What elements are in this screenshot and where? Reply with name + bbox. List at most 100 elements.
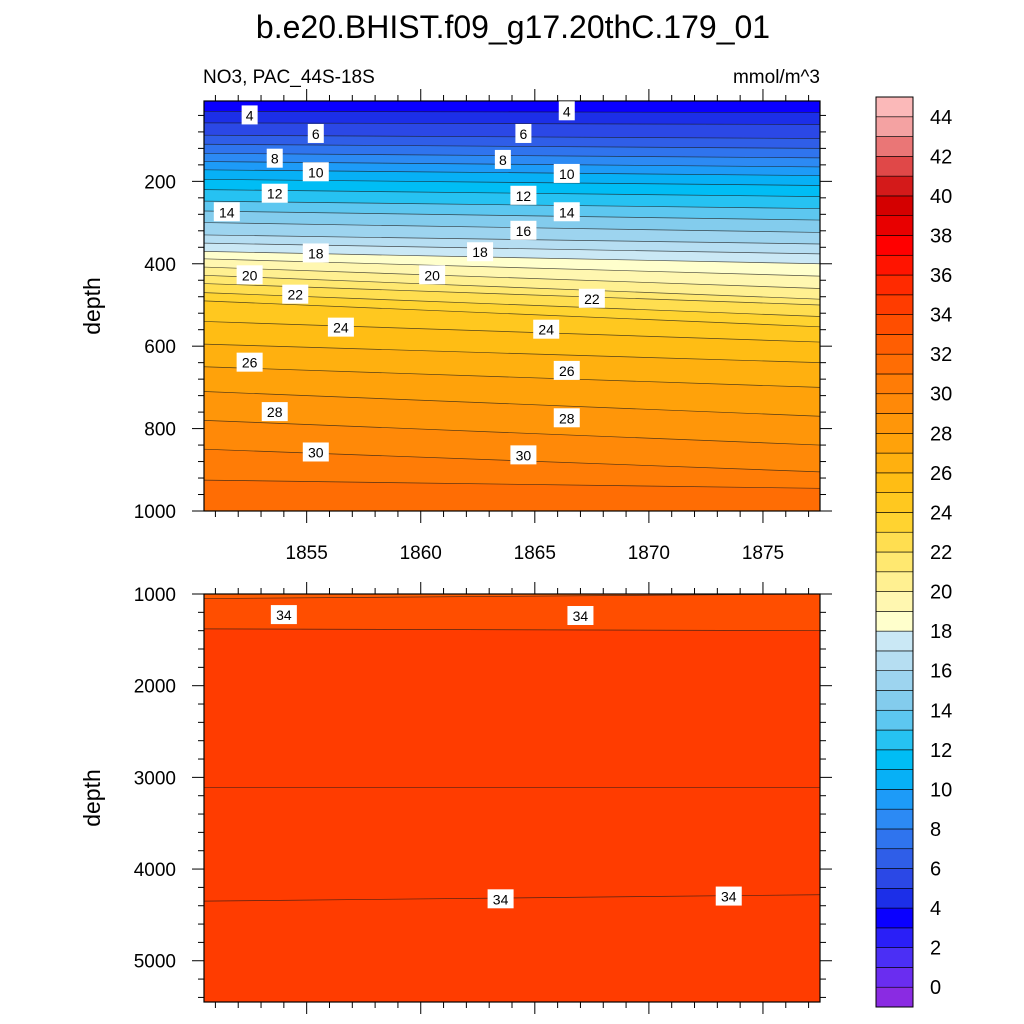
colorbar-box [875, 472, 914, 493]
colorbar-box [875, 868, 914, 889]
lower-contour-line [204, 628, 820, 632]
contour-label-box [236, 352, 263, 372]
colorbar-tick-label: 24 [930, 502, 952, 524]
contour-label: 30 [302, 442, 329, 462]
x-tick-label: 1855 [286, 543, 328, 564]
colorbar-tick-label: 10 [930, 779, 952, 801]
colorbar-tick-label: 14 [930, 700, 952, 722]
contour-label-text: 24 [333, 320, 349, 336]
colorbar-box [875, 650, 914, 671]
contour-label: 24 [327, 317, 354, 337]
colorbar-box [875, 630, 914, 652]
contour-label: 12 [261, 183, 288, 203]
colorbar-tick-label: 8 [930, 819, 941, 841]
contour-label-text: 12 [516, 188, 532, 204]
colorbar-tick-label: 38 [930, 225, 952, 247]
colorbar-box [875, 690, 914, 711]
upper-contour-fills [204, 101, 820, 511]
contour-label-text: 6 [520, 126, 528, 142]
colorbar-box [875, 215, 914, 236]
colorbar-box [875, 789, 914, 810]
upper-contour-line [204, 274, 820, 300]
x-tick-label: 1865 [514, 543, 556, 564]
contour-label: 18 [302, 243, 329, 263]
contour-label: 14 [213, 202, 240, 222]
contour-label: 10 [553, 163, 580, 183]
contour-label-box [302, 442, 329, 462]
colorbar-box [875, 235, 914, 256]
contour-label-box [715, 886, 742, 906]
chart-title: b.e20.BHIST.f09_g17.20thC.179_01 [256, 9, 770, 45]
chart-subtitle-variable-region: NO3, PAC_44S-18S [203, 67, 375, 88]
contour-label-box [419, 265, 446, 285]
contour-label-box [261, 183, 288, 203]
x-tick-label: 1870 [628, 543, 670, 564]
contour-label-text: 26 [559, 363, 575, 379]
contour-label-text: 34 [276, 607, 292, 623]
colorbar-box [875, 808, 914, 830]
colorbar-tick-label: 36 [930, 265, 952, 287]
contour-label: 28 [261, 402, 288, 422]
colorbar-tick-label: 34 [930, 305, 952, 327]
upper-y-axis-label: depth [79, 277, 105, 335]
upper-contour-line [204, 391, 820, 417]
colorbar-box [875, 888, 914, 909]
colorbar-box [875, 136, 914, 157]
contour-label-text: 22 [287, 287, 303, 303]
lower-y-axis-label: depth [79, 769, 105, 827]
contour-label: 8 [494, 149, 511, 169]
contour-label-text: 34 [573, 608, 589, 624]
contour-label-box [515, 123, 532, 143]
colorbar-tick-label: 4 [930, 898, 941, 920]
contour-label-box [567, 606, 594, 626]
colorbar-box [875, 413, 914, 434]
colorbar-box [875, 254, 914, 276]
colorbar-box [875, 353, 914, 375]
x-tick-label: 1875 [742, 543, 784, 564]
colorbar-box [875, 195, 914, 216]
lower-y-tick-label: 3000 [134, 768, 176, 789]
colorbar-box [875, 769, 914, 790]
upper-y-tick-label: 800 [144, 420, 176, 441]
contour-label-text: 8 [271, 151, 279, 167]
contour-label-box [261, 402, 288, 422]
upper-contour-line [204, 321, 820, 343]
contour-label-text: 8 [499, 152, 507, 168]
contour-label: 14 [553, 202, 580, 222]
x-tick-label: 1860 [400, 543, 442, 564]
lower-y-tick-label: 2000 [134, 677, 176, 698]
colorbar-box [875, 729, 914, 751]
contour-label-box [302, 243, 329, 263]
contour-label: 30 [510, 445, 537, 465]
contour-label-box [553, 163, 580, 183]
colorbar-tick-label: 42 [930, 146, 952, 168]
colorbar-box [875, 828, 914, 850]
contour-label-text: 34 [493, 891, 509, 907]
lower-depth-panel: 1000 2000 3000 4000 5000 depth 34 34 34 34 [79, 582, 832, 1014]
contour-label-box [270, 605, 297, 625]
contour-label: 4 [558, 101, 575, 121]
lower-y-tick-label: 1000 [134, 585, 176, 606]
contour-label-text: 20 [242, 267, 258, 283]
colorbar-tick-label: 40 [930, 186, 952, 208]
contour-label: 18 [467, 242, 494, 262]
contour-label-box [282, 284, 309, 304]
upper-contour-line [204, 366, 820, 388]
contour-label: 28 [553, 408, 580, 428]
colorbar-tick-label: 0 [930, 977, 941, 999]
colorbar-tick-label: 12 [930, 740, 952, 762]
lower-fill-band [204, 894, 820, 1002]
contour-label: 34 [715, 886, 742, 906]
contour-label: 10 [302, 162, 329, 182]
upper-contour-line [204, 134, 820, 139]
upper-y-tick-label: 400 [144, 255, 176, 276]
colorbar-box [875, 907, 914, 929]
contour-label-text: 14 [559, 204, 575, 220]
colorbar-box [875, 512, 914, 533]
lower-contour-line [204, 594, 820, 599]
colorbar-box [875, 452, 914, 474]
colorbar-tick-label: 20 [930, 582, 952, 604]
contour-label-text: 10 [559, 166, 575, 182]
colorbar-box [875, 175, 914, 197]
contour-label-box [266, 148, 283, 168]
